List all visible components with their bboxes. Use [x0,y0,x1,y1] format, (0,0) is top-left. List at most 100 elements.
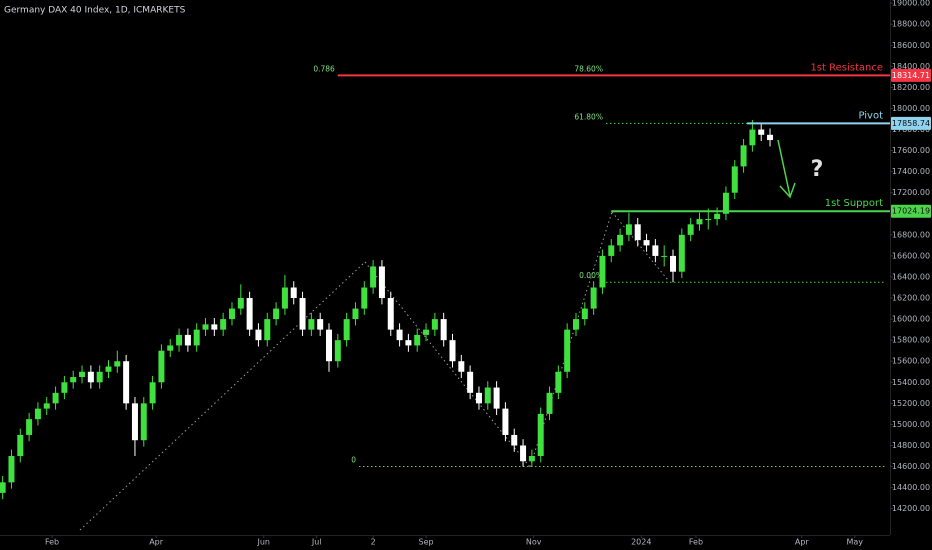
candle-body [167,345,174,351]
candle-body [696,219,703,225]
candle-body [105,366,112,372]
price-tag-label: 18314.71 [892,71,930,80]
x-tick-label: Jul [311,538,322,547]
candle-body [758,129,765,135]
y-tick-label: 14800.00 [892,441,930,450]
candle-body [528,456,535,462]
candle-body [220,319,227,330]
candle-body [440,319,447,341]
candle-body [352,308,359,320]
candle-body [705,219,712,221]
y-tick-label: 18000.00 [892,104,930,113]
fib-label: 0.786 [313,64,335,73]
candle-body [370,266,377,288]
candle-body [334,340,341,362]
candle-body [502,408,509,435]
candle-body [211,324,218,330]
candle-body [546,392,553,414]
candle-body [237,298,244,309]
y-tick-label: 14400.00 [892,483,930,492]
candle-body [246,298,253,330]
level-name: 1st Resistance [810,62,883,73]
candle-body [43,403,50,409]
y-tick-label: 17400.00 [892,167,930,176]
candle-body [96,371,103,383]
y-tick-label: 18400.00 [892,62,930,71]
fib-label: 61.80% [574,112,603,121]
x-tick-label: 2 [371,538,376,547]
candle-body [317,319,324,330]
candle-body [308,319,315,330]
fib-label: 0.00% [579,271,603,280]
fib-label: 78.60% [574,64,603,73]
candle-body [114,361,121,367]
level-name: Pivot [858,110,883,121]
candle-body [458,361,465,372]
candle-body [0,482,6,493]
candle-body [387,298,394,330]
y-tick-label: 18600.00 [892,41,930,50]
candle-body [26,419,33,435]
candle-body [228,308,235,320]
y-tick-label: 18800.00 [892,20,930,29]
x-tick-label: Nov [526,538,542,547]
candle-body [396,329,403,341]
candle-body [449,340,456,362]
candle-body [475,392,482,404]
chart-title: Germany DAX 40 Index, 1D, ICMARKETS [4,6,186,16]
candle-body [555,371,562,393]
candle-body [87,371,94,383]
candle-body [511,434,518,446]
price-tag-label: 17858.74 [892,119,930,128]
candle-body [749,129,756,146]
candle-body [299,298,306,330]
y-tick-label: 18200.00 [892,83,930,92]
candle-body [52,392,59,404]
candle-body [17,434,24,457]
price-tag [891,204,931,218]
candle-body [326,329,333,362]
y-tick-label: 17200.00 [892,188,930,197]
y-tick-label: 16000.00 [892,315,930,324]
candle-body [264,319,271,341]
candle-body [617,234,624,246]
candle-body [193,329,200,346]
x-tick-label: Feb [45,538,59,547]
arrow-shaft [777,139,791,197]
y-tick-label: 16200.00 [892,294,930,303]
y-tick-label: 15600.00 [892,357,930,366]
question-mark: ? [811,157,824,182]
y-tick-label: 15800.00 [892,336,930,345]
candle-body [176,334,183,346]
candle-body [255,329,262,341]
candle-body [599,255,606,288]
y-tick-label: 17600.00 [892,146,930,155]
candle-body [273,308,280,320]
y-tick-label: 14200.00 [892,504,930,513]
drawings [79,211,669,531]
candle-body [767,134,774,141]
x-tick-label: Jun [256,538,270,547]
trend-line [611,211,669,281]
candle-body [520,445,527,462]
forecast-arrow [777,139,796,199]
price-tag-label: 17024.19 [892,207,930,216]
y-tick-label: 16600.00 [892,251,930,260]
candle-body [643,240,650,246]
candle-body [731,166,738,193]
x-tick-label: Sep [418,538,433,547]
candle-body [281,287,288,309]
candle-body [722,192,729,214]
y-tick-label: 16800.00 [892,230,930,239]
candle-body [61,382,68,393]
candle-body [431,319,438,330]
arrow-head [779,182,796,199]
candle-body [740,145,747,167]
candle-body [378,266,385,299]
x-tick-label: Apr [149,538,164,547]
candle-body [184,334,191,346]
candle-body [661,255,668,257]
x-tick-label: Feb [689,538,703,547]
candle-body [290,287,297,299]
